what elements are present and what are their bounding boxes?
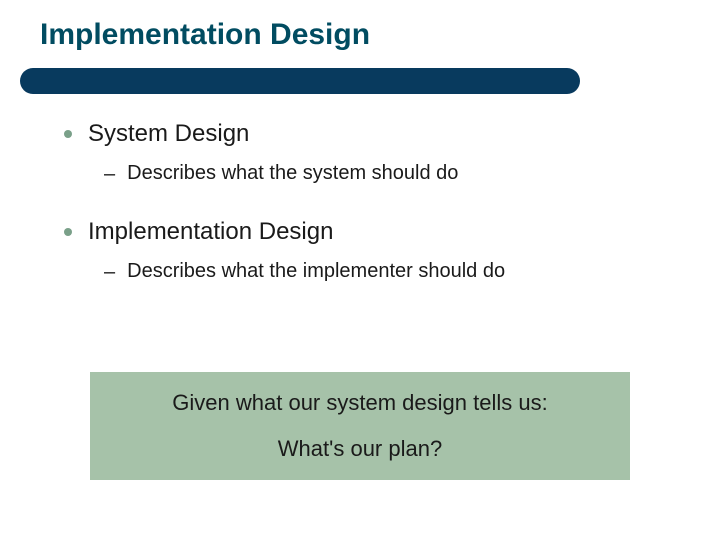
callout-line-2: What's our plan? <box>278 436 442 462</box>
sub-label: Describes what the implementer should do <box>127 260 505 283</box>
callout-box: Given what our system design tells us: W… <box>90 372 630 480</box>
dash-icon: – <box>104 261 115 284</box>
bullet-dot-icon <box>64 228 72 236</box>
bullet-section-1: System Design – Describes what the syste… <box>64 120 664 186</box>
slide: Implementation Design System Design – De… <box>0 0 720 540</box>
sub-list: – Describes what the system should do <box>104 162 664 186</box>
dash-icon: – <box>104 163 115 186</box>
slide-title: Implementation Design <box>40 18 370 52</box>
sub-item: – Describes what the implementer should … <box>104 260 664 284</box>
title-underline-bar <box>20 68 580 94</box>
bullet-label: Implementation Design <box>88 218 333 246</box>
bullet-section-2: Implementation Design – Describes what t… <box>64 218 664 284</box>
callout-line-1: Given what our system design tells us: <box>172 390 547 416</box>
bullet-item: Implementation Design <box>64 218 664 246</box>
bullet-label: System Design <box>88 120 249 148</box>
sub-list: – Describes what the implementer should … <box>104 260 664 284</box>
sub-label: Describes what the system should do <box>127 162 458 185</box>
bullet-item: System Design <box>64 120 664 148</box>
bullet-dot-icon <box>64 130 72 138</box>
sub-item: – Describes what the system should do <box>104 162 664 186</box>
bullet-list: System Design – Describes what the syste… <box>64 120 664 316</box>
